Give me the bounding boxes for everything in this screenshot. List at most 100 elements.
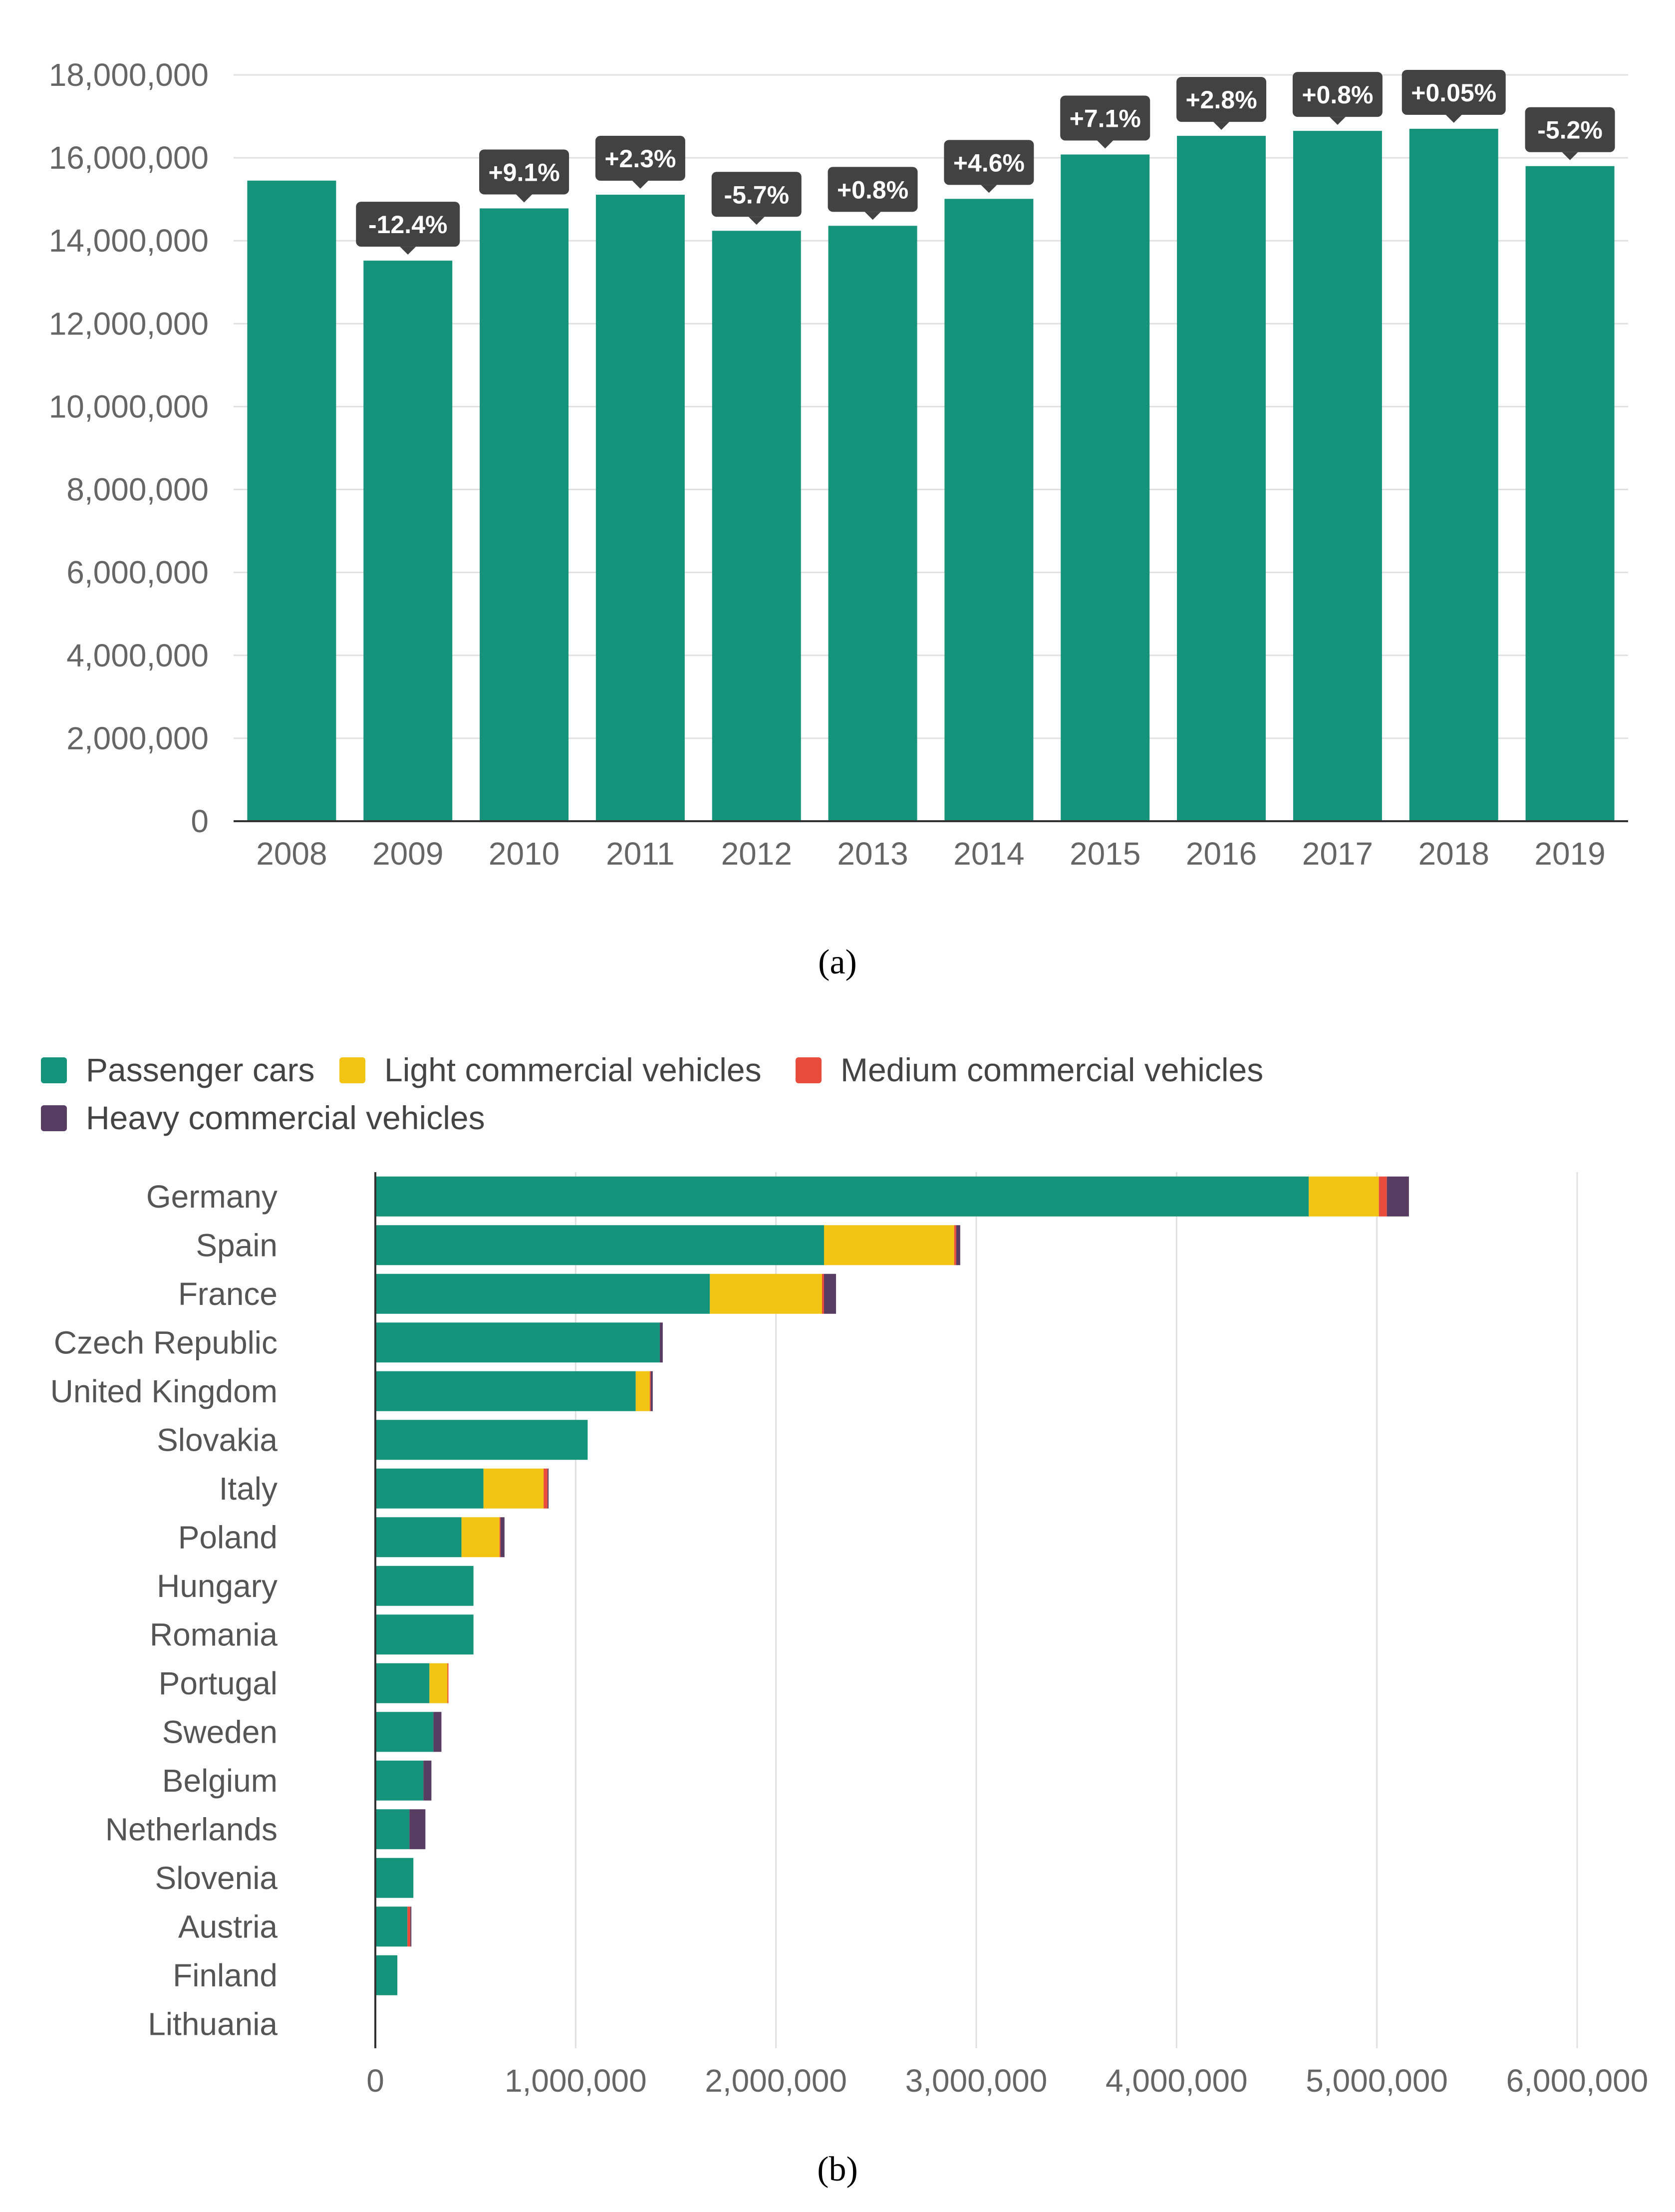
chart-b-bar-segment <box>375 1712 434 1752</box>
chart-a-change-badge: -5.7% <box>711 172 802 225</box>
chart-a-y-tick-label: 14,000,000 <box>49 223 209 259</box>
legend-label: Passenger cars <box>86 1051 315 1088</box>
chart-a-change-badge: -12.4% <box>356 202 460 255</box>
chart-a-bar-2015 <box>1061 154 1150 821</box>
chart-a-x-tick-label: 2017 <box>1302 836 1373 872</box>
chart-a-y-tick-label: 12,000,000 <box>49 306 209 341</box>
chart-b-category-label: Romania <box>150 1616 278 1652</box>
chart-a-data-label: +0.8% <box>1302 81 1373 109</box>
chart-b-bar-segment <box>375 1517 462 1558</box>
chart-b-bar-segment <box>650 1371 653 1411</box>
chart-a-badge-pointer <box>1445 114 1462 123</box>
chart-b-bar-segment <box>954 1225 956 1265</box>
chart-a-change-badge: +0.05% <box>1401 69 1506 123</box>
chart-a-x-tick-label: 2014 <box>953 836 1024 872</box>
chart-a-y-tick-label: 6,000,000 <box>66 555 209 591</box>
chart-b-bar-segment <box>375 1809 410 1850</box>
chart-a-badge-box <box>1292 72 1383 117</box>
chart-a-x-tick-label: 2016 <box>1186 836 1257 872</box>
chart-b-category-label: Austria <box>178 1908 278 1944</box>
chart-b-category-labels: Germany Spain France Czech Republic United K… <box>50 1179 278 2042</box>
chart-a-badge-pointer <box>864 212 881 220</box>
chart-a-badge-box <box>828 167 918 212</box>
chart-b-bar-segment <box>375 1858 414 1898</box>
chart-b-x-tick-label: 5,000,000 <box>1306 2063 1448 2099</box>
chart-b-bar-segment <box>1387 1176 1409 1217</box>
chart-b-x-axis-ticks: 0 1,000,000 2,000,000 3,000,000 4,000,000 5,0… <box>366 2063 1648 2099</box>
chart-b-bar-segment <box>375 1322 660 1363</box>
chart-a-change-badge: +4.6% <box>944 140 1034 193</box>
chart-a-x-tick-label: 2015 <box>1070 836 1140 872</box>
chart-b-bar-segment <box>375 1225 824 1265</box>
chart-a-data-label: -5.2% <box>1537 116 1603 144</box>
chart-a-data-label: -12.4% <box>368 211 447 239</box>
chart-b-bar-segment <box>824 1273 837 1314</box>
chart-a-y-tick-label: 0 <box>191 803 209 839</box>
chart-b-bar-segment <box>544 1468 548 1509</box>
chart-a-badge-box <box>356 202 460 247</box>
chart-a-badge-pointer <box>516 194 533 203</box>
chart-a-bars <box>247 128 1615 822</box>
chart-b-legend: Passenger cars Light commercial vehicles M… <box>41 1051 1263 1136</box>
chart-b-bar-segment <box>375 1420 588 1460</box>
legend-swatch <box>41 1105 67 1131</box>
chart-b-category-label: Hungary <box>157 1568 278 1604</box>
chart-a-change-badge: +2.8% <box>1176 77 1267 130</box>
chart-b-bar-segment <box>375 1614 474 1655</box>
legend-swatch <box>41 1057 67 1083</box>
chart-a-badge-box <box>1401 69 1506 115</box>
chart-b-category-label: Slovenia <box>155 1860 278 1896</box>
chart-a-badge-pointer <box>400 247 416 255</box>
chart-b-bar-segment <box>500 1517 505 1558</box>
chart-b-stacked-horizontal-bars: Passenger cars Light commercial vehicles M… <box>41 1051 1648 2099</box>
chart-a-bar-2011 <box>595 195 685 822</box>
chart-b-bar-segment <box>375 1468 484 1509</box>
chart-b-bar-segment <box>407 1906 411 1947</box>
legend-item: Heavy commercial vehicles <box>41 1099 485 1136</box>
caption-a: (a) <box>818 943 857 981</box>
chart-b-bar-segment <box>410 1906 412 1947</box>
chart-a-x-tick-label: 2013 <box>837 836 908 872</box>
chart-b-bar-segment <box>822 1273 824 1314</box>
chart-b-bar-segment <box>461 1517 500 1558</box>
chart-a-badge-pointer <box>1329 117 1346 125</box>
chart-a-change-badge: -5.2% <box>1525 107 1615 160</box>
chart-a-badge-pointer <box>632 181 648 189</box>
chart-a-x-tick-label: 2009 <box>372 836 443 872</box>
chart-a-badge-pointer <box>981 185 997 193</box>
chart-b-bar-segment <box>375 1663 430 1703</box>
chart-a-x-axis-ticks: 2008 2009 2010 2011 2012 2013 2014 2015 2016 2017… <box>256 836 1606 872</box>
chart-a-change-badge: +2.3% <box>595 136 685 189</box>
chart-a-badge-pointer <box>1097 140 1114 149</box>
chart-a-data-label: +0.05% <box>1411 79 1496 107</box>
chart-b-category-label: Spain <box>196 1227 278 1263</box>
chart-a-badge-box <box>1176 77 1267 122</box>
chart-b-bar-segment <box>429 1663 448 1703</box>
chart-b-x-tick-label: 0 <box>366 2063 384 2099</box>
chart-b-bar-segment <box>548 1468 549 1509</box>
chart-a-data-label: +2.3% <box>604 145 676 173</box>
chart-b-x-tick-label: 1,000,000 <box>505 2063 647 2099</box>
chart-b-bar-segment <box>1379 1176 1387 1217</box>
chart-b-bar-segment <box>956 1225 960 1265</box>
chart-a-badge-box <box>944 140 1034 185</box>
chart-a-change-badge: +0.8% <box>1292 72 1383 125</box>
chart-b-x-tick-label: 4,000,000 <box>1106 2063 1248 2099</box>
chart-a-data-label: -5.7% <box>724 181 789 209</box>
chart-a-y-tick-label: 4,000,000 <box>66 637 209 673</box>
chart-a-bar-2012 <box>712 231 801 822</box>
chart-b-bar-segment <box>409 1809 426 1850</box>
chart-b-x-tick-label: 3,000,000 <box>905 2063 1048 2099</box>
chart-b-category-label: Lithuania <box>148 2006 278 2042</box>
chart-a-badge-pointer <box>748 217 765 225</box>
chart-a-y-tick-label: 2,000,000 <box>66 720 209 756</box>
chart-b-category-label: Finland <box>173 1957 278 1993</box>
chart-b-bar-segment <box>649 1371 651 1411</box>
chart-a-bar-2019 <box>1525 166 1615 822</box>
chart-b-category-label: Netherlands <box>105 1811 278 1847</box>
chart-a-x-tick-label: 2012 <box>721 836 792 872</box>
chart-b-bar-segment <box>710 1273 822 1314</box>
chart-a-data-label: +4.6% <box>953 149 1025 177</box>
legend-swatch <box>796 1057 822 1083</box>
